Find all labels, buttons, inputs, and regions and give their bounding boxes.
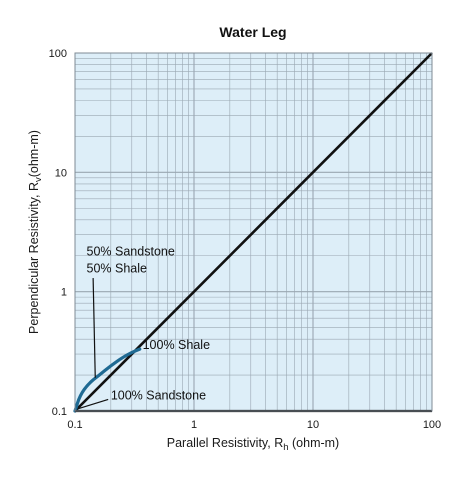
- chart-title: Water Leg: [219, 24, 286, 40]
- y-axis-label: Perpendicular Resistivity, Rv(ohm-m): [27, 130, 44, 334]
- y-axis-label-unit: (ohm-m): [27, 130, 41, 177]
- x-axis-label-main: Parallel Resistivity, R: [167, 436, 283, 450]
- x-axis-label: Parallel Resistivity, Rh (ohm-m): [167, 436, 339, 453]
- y-tick-label: 10: [55, 167, 67, 179]
- grid: [75, 53, 432, 411]
- annotation-label: 50% Sandstone: [87, 245, 175, 259]
- annotation-label: 100% Sandstone: [111, 388, 206, 402]
- annotations: 50% Sandstone 50% Shale 100% Shale 100% San…: [87, 245, 211, 403]
- tick-labels: 0.1 1 10 100 0.1 1 10 100: [49, 48, 442, 431]
- plot-frame: [74, 52, 433, 412]
- annotation-label: 50% Shale: [87, 261, 148, 275]
- y-tick-label: 1: [61, 287, 67, 299]
- annotation-leader-line: [92, 278, 96, 378]
- y-tick-label: 0.1: [52, 406, 67, 418]
- y-tick-label: 100: [49, 48, 67, 60]
- y-axis-label-main: Perpendicular Resistivity, R: [27, 182, 41, 334]
- x-tick-label: 1: [191, 419, 197, 431]
- series-line-mixture-curve: [73, 347, 142, 413]
- annotation-label: 100% Shale: [143, 338, 210, 352]
- x-tick-label: 100: [423, 419, 441, 431]
- x-tick-label: 0.1: [67, 419, 82, 431]
- y-axis-label-subscript: v: [33, 177, 44, 182]
- x-axis-label-subscript: h: [283, 442, 288, 453]
- annotation-leader-line: [77, 398, 109, 410]
- x-axis-label-unit: (ohm-m): [289, 436, 340, 450]
- x-tick-label: 10: [307, 419, 319, 431]
